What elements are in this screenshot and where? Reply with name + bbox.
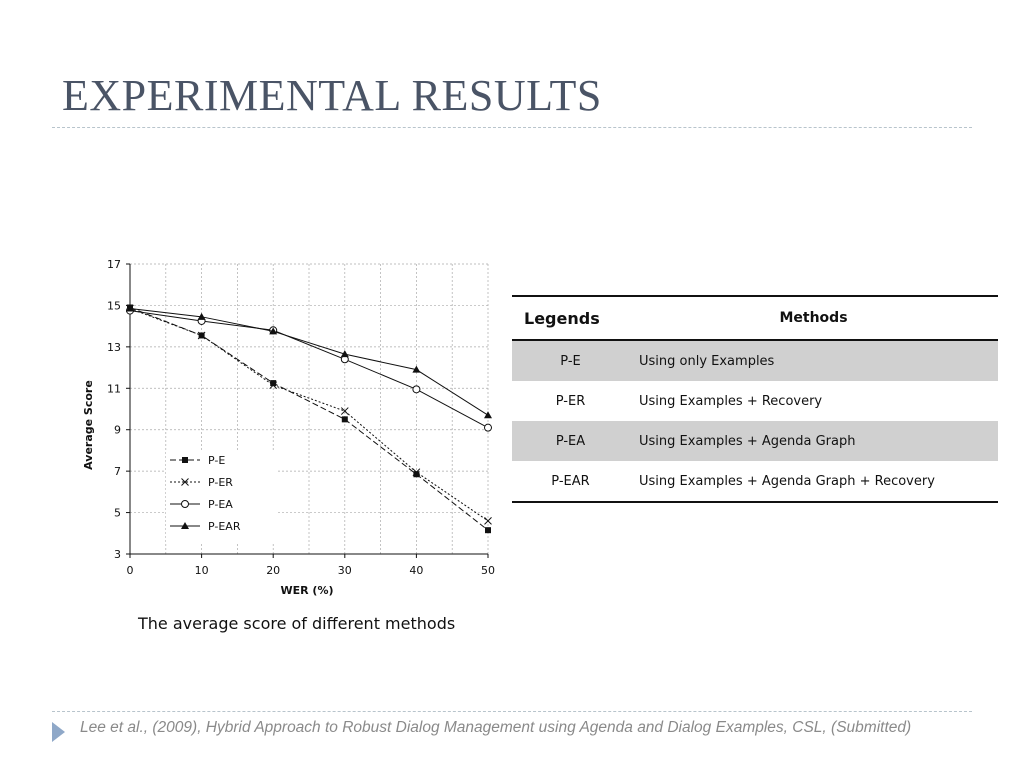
legend-label: P-EAR xyxy=(208,520,241,533)
data-point xyxy=(269,381,278,390)
data-point xyxy=(197,312,206,320)
y-tick-label: 7 xyxy=(114,465,121,478)
table-row: P-ER Using Examples + Recovery xyxy=(512,381,998,421)
data-point xyxy=(412,365,421,373)
table-row: P-EA Using Examples + Agenda Graph xyxy=(512,421,998,461)
y-tick-label: 11 xyxy=(107,382,121,395)
data-point xyxy=(341,416,348,423)
method-cell: Using Examples + Agenda Graph xyxy=(629,421,998,461)
chart-series xyxy=(126,304,492,534)
title-divider xyxy=(52,127,972,128)
data-point xyxy=(413,471,420,478)
table-row: P-E Using only Examples xyxy=(512,340,998,381)
legend-cell: P-EAR xyxy=(512,461,629,503)
data-point xyxy=(269,327,278,335)
slide-title: EXPERIMENTAL RESULTS xyxy=(62,71,602,120)
method-cell: Using Examples + Agenda Graph + Recovery xyxy=(629,461,998,503)
method-cell: Using Examples + Recovery xyxy=(639,393,823,409)
legend-label: P-EA xyxy=(208,498,233,511)
y-tick-label: 9 xyxy=(114,424,121,437)
x-tick-label: 0 xyxy=(127,564,134,577)
line-chart: 3 5 7 9 11 13 15 17 0 10 20 30 40 50 P-E P-ER P-EA P-EAR… xyxy=(82,258,495,597)
y-tick-label: 13 xyxy=(107,341,121,354)
x-tick-label: 10 xyxy=(195,564,209,577)
data-point xyxy=(340,350,349,358)
y-tick-label: 15 xyxy=(107,299,121,312)
data-point xyxy=(484,411,492,419)
table-row: P-EAR Using Examples + Agenda Graph + Re… xyxy=(512,461,998,503)
chart-caption: The average score of different methods xyxy=(138,614,456,633)
header-methods: Methods xyxy=(629,295,998,341)
data-point xyxy=(485,527,491,534)
data-point xyxy=(197,331,206,340)
y-tick-label: 17 xyxy=(107,258,121,271)
legend-marker xyxy=(181,478,189,486)
x-axis-label: WER (%) xyxy=(280,584,333,597)
table-header-row: Legends Methods xyxy=(512,295,998,341)
y-tick-label: 3 xyxy=(114,548,121,561)
y-axis-label: Average Score xyxy=(82,380,95,470)
chart-axes: 3 5 7 9 11 13 15 17 0 10 20 30 40 50 xyxy=(107,258,495,577)
series-line xyxy=(129,308,489,416)
data-point xyxy=(484,423,492,432)
legend-marker xyxy=(181,500,189,508)
data-point xyxy=(412,468,421,477)
x-tick-label: 20 xyxy=(266,564,280,577)
data-point xyxy=(340,407,349,415)
x-tick-label: 50 xyxy=(481,564,495,577)
data-point xyxy=(126,304,134,312)
footer-divider xyxy=(52,711,972,712)
legend-marker xyxy=(181,522,189,529)
y-tick-label: 5 xyxy=(114,507,121,520)
chart-legend: P-E P-ER P-EA P-EAR xyxy=(166,450,276,542)
data-point xyxy=(412,385,421,394)
footer-citation: Lee et al., (2009), Hybrid Approach to R… xyxy=(80,719,912,736)
method-cell: Using only Examples xyxy=(629,340,998,381)
x-tick-label: 30 xyxy=(338,564,352,577)
data-point xyxy=(270,380,277,387)
legend-cell: P-ER xyxy=(555,393,586,409)
series-line xyxy=(129,308,489,522)
series-line xyxy=(129,310,489,429)
header-legends: Legends xyxy=(512,295,629,341)
legend-cell: P-EA xyxy=(512,421,629,461)
legend-marker xyxy=(182,457,188,463)
x-tick-label: 40 xyxy=(409,564,423,577)
legend-label: P-E xyxy=(208,454,225,467)
legend-table: Legends Methods P-E Using only Examples … xyxy=(512,295,998,503)
series-line xyxy=(129,307,489,531)
legend-label: P-ER xyxy=(208,476,233,489)
data-point xyxy=(484,517,492,525)
triangle-right-icon xyxy=(52,722,65,742)
legend-cell: P-E xyxy=(512,340,629,381)
